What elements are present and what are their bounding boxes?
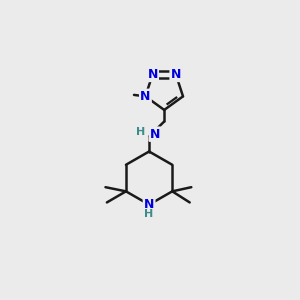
Text: N: N (144, 198, 154, 211)
Text: N: N (150, 128, 160, 141)
Text: H: H (136, 127, 145, 137)
Text: N: N (140, 90, 151, 103)
Text: H: H (145, 209, 154, 219)
Text: N: N (171, 68, 181, 81)
Text: N: N (147, 68, 158, 81)
